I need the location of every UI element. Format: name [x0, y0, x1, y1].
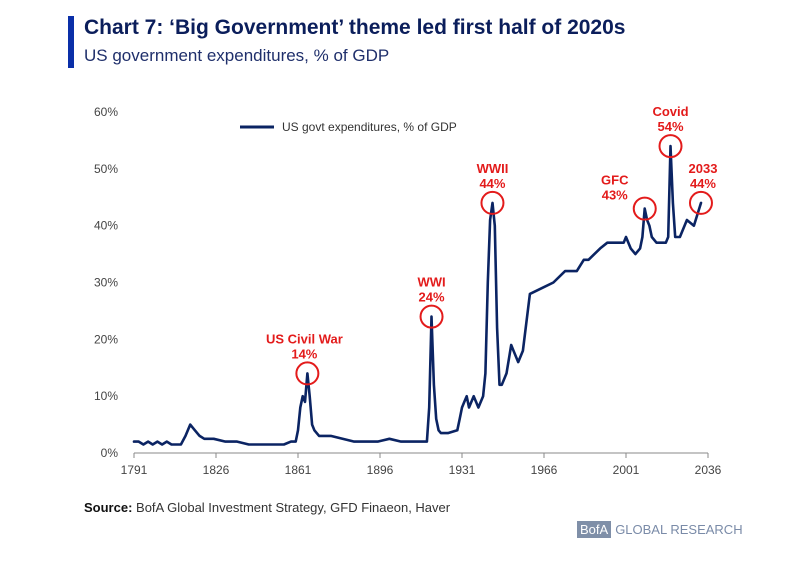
annotation-circle [480, 190, 505, 215]
source-text: BofA Global Investment Strategy, GFD Fin… [136, 500, 451, 515]
x-tick-label: 2036 [695, 463, 722, 477]
x-tick-label: 1896 [367, 463, 394, 477]
y-tick-label: 30% [94, 276, 118, 290]
annotation-label: Covid [652, 104, 688, 119]
annotation-value: 54% [657, 119, 683, 134]
y-tick-label: 50% [94, 162, 118, 176]
x-tick-label: 1931 [449, 463, 476, 477]
brand-box: BofA [577, 521, 612, 538]
annotation-circle [419, 304, 444, 329]
title-accent-bar [68, 16, 74, 68]
x-tick-label: 2001 [613, 463, 640, 477]
annotation-circle [658, 134, 683, 159]
annotation-label: WWII [477, 161, 509, 176]
annotation-circle [295, 361, 320, 386]
annotation-label: 2033 [689, 161, 718, 176]
annotation-circle [632, 196, 657, 221]
annotation-value: 24% [419, 290, 445, 305]
annotation-value: 44% [690, 176, 716, 191]
source-note: Source: BofA Global Investment Strategy,… [84, 500, 450, 515]
x-tick-label: 1966 [531, 463, 558, 477]
annotation-label: US Civil War [266, 331, 343, 346]
y-tick-label: 10% [94, 389, 118, 403]
line-chart: 0% 10% 20% 30% 40% 50% 60% 1791 1826 1861 1896 1931… [94, 104, 722, 477]
x-tick-label: 1826 [203, 463, 230, 477]
annotation-circle [688, 190, 713, 215]
chart-title: Chart 7: ‘Big Government’ theme led firs… [84, 16, 626, 39]
series-line [132, 144, 703, 446]
y-tick-label: 20% [94, 332, 118, 346]
y-tick-label: 60% [94, 105, 118, 119]
brand-logo: BofA GLOBAL RESEARCH [577, 521, 743, 538]
y-tick-label: 40% [94, 219, 118, 233]
legend-label: US govt expenditures, % of GDP [282, 120, 457, 134]
brand-text: GLOBAL RESEARCH [615, 522, 743, 537]
y-tick-label: 0% [101, 446, 119, 460]
annotation-value: 43% [602, 188, 628, 203]
annotation-value: 44% [479, 176, 505, 191]
annotation-value: 14% [291, 346, 317, 361]
source-label: Source: [84, 500, 133, 515]
x-tick-label: 1861 [285, 463, 312, 477]
x-tick-label: 1791 [121, 463, 148, 477]
chart-subtitle: US government expenditures, % of GDP [84, 46, 390, 65]
annotation-label: WWI [417, 275, 445, 290]
annotation-label: GFC [601, 173, 629, 188]
